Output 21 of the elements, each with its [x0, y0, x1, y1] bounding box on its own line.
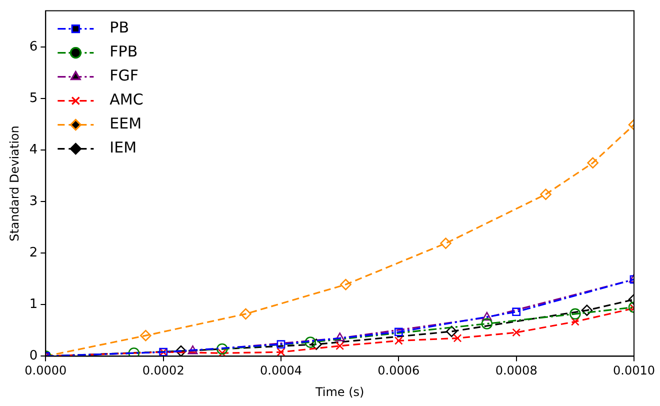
x-tick-label: 0.0002 — [142, 364, 184, 378]
legend-label: AMC — [110, 90, 144, 109]
x-tick-label: 0.0010 — [613, 364, 655, 378]
y-tick-label: 4 — [29, 142, 38, 158]
legend-label: IEM — [110, 138, 137, 157]
legend-label: FPB — [110, 42, 138, 61]
legend-label: PB — [110, 18, 130, 37]
y-tick-label: 5 — [29, 90, 38, 106]
x-tick-label: 0.0006 — [378, 364, 420, 378]
x-tick-label: 0.0004 — [260, 364, 302, 378]
y-axis-title: Standard Deviation — [7, 126, 22, 242]
legend-label: FGF — [110, 66, 139, 85]
x-axis-title: Time (s) — [314, 384, 364, 399]
y-tick-label: 3 — [29, 194, 38, 209]
legend-label: EEM — [110, 114, 142, 133]
y-tick-label: 2 — [29, 245, 38, 260]
y-tick-label: 6 — [29, 39, 38, 54]
x-tick-label: 0.0008 — [495, 364, 538, 378]
x-tick-label: 0.0000 — [24, 364, 67, 378]
y-tick-label: 0 — [29, 348, 38, 364]
y-tick-label: 1 — [29, 297, 38, 312]
